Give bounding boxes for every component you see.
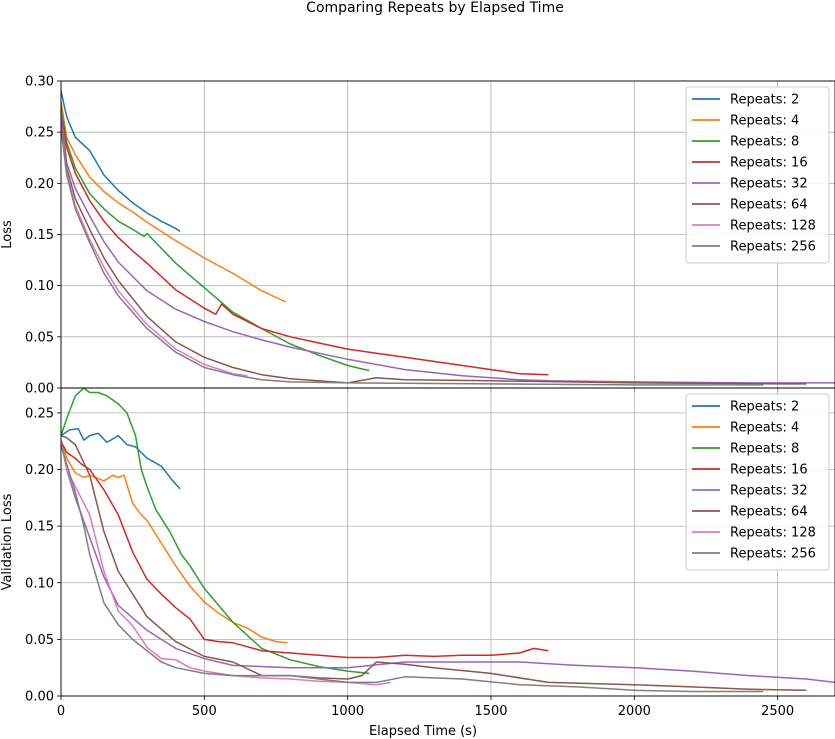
loss-y-tick-label: 0.10 bbox=[25, 279, 54, 294]
val-loss-x-tick-label: 0 bbox=[57, 704, 65, 719]
loss-legend-label: Repeats: 128 bbox=[730, 219, 816, 234]
loss-legend-box bbox=[685, 86, 830, 264]
val-loss-y-tick-label: 0.10 bbox=[25, 576, 54, 591]
loss-y-tick-label: 0.30 bbox=[25, 75, 54, 90]
val-loss-x-tick-label: 1000 bbox=[331, 704, 364, 719]
loss-series-line-256 bbox=[61, 126, 764, 386]
val-loss-x-tick-label: 500 bbox=[192, 704, 217, 719]
val-loss-x-axis-label: Elapsed Time (s) bbox=[369, 724, 477, 739]
loss-series-line-128 bbox=[61, 126, 248, 377]
loss-y-tick-label: 0.05 bbox=[25, 330, 54, 345]
val-loss-series-line-128 bbox=[61, 441, 391, 686]
val-loss-legend-label: Repeats: 32 bbox=[730, 484, 808, 499]
loss-y-tick-label: 0.20 bbox=[25, 177, 54, 192]
loss-y-tick-label: 0.00 bbox=[25, 382, 54, 397]
val-loss-series bbox=[61, 388, 835, 693]
loss-series-line-64 bbox=[61, 121, 807, 385]
val-loss-y-tick-label: 0.20 bbox=[25, 463, 54, 478]
loss-series-line-4 bbox=[61, 101, 287, 303]
val-loss-series-line-32 bbox=[61, 441, 835, 684]
loss-legend: Repeats: 2 Repeats: 4 Repeats: 8 Repeats: 1… bbox=[685, 86, 830, 264]
val-loss-legend-label: Repeats: 128 bbox=[730, 526, 816, 541]
loss-legend-label: Repeats: 2 bbox=[730, 93, 799, 108]
val-loss-y-axis-label: Validation Loss bbox=[0, 493, 15, 590]
val-loss-x-tick-label: 2500 bbox=[761, 704, 794, 719]
val-loss-legend-label: Repeats: 8 bbox=[730, 442, 799, 457]
val-loss-series-line-2 bbox=[61, 428, 181, 490]
val-loss-series-line-8 bbox=[61, 388, 370, 675]
val-loss-series-line-4 bbox=[61, 439, 288, 644]
loss-legend-label: Repeats: 32 bbox=[730, 177, 808, 192]
loss-y-tick-label: 0.15 bbox=[25, 228, 54, 243]
val-loss-y-tick-label: 0.25 bbox=[25, 406, 54, 421]
val-loss-legend-box bbox=[685, 393, 830, 571]
loss-legend-label: Repeats: 256 bbox=[730, 240, 816, 255]
loss-legend-label: Repeats: 64 bbox=[730, 198, 808, 213]
val-loss-axes-frame bbox=[60, 387, 835, 697]
val-loss-y-tick-label: 0.00 bbox=[25, 690, 54, 705]
chart-title: Comparing Repeats by Elapsed Time bbox=[306, 0, 564, 16]
val-loss-legend-label: Repeats: 256 bbox=[730, 547, 816, 562]
validation-loss-panel: 0.00 0.05 0.10 0.15 0.20 0.25 0 500 1000 1500 2000… bbox=[0, 387, 835, 739]
loss-legend-label: Repeats: 16 bbox=[730, 156, 808, 171]
val-loss-x-tick-label: 1500 bbox=[474, 704, 507, 719]
loss-legend-label: Repeats: 8 bbox=[730, 135, 799, 150]
val-loss-y-tick-label: 0.15 bbox=[25, 520, 54, 535]
loss-y-axis-label: Loss bbox=[0, 220, 15, 249]
val-loss-legend: Repeats: 2 Repeats: 4 Repeats: 8 Repeats: 1… bbox=[685, 393, 830, 571]
loss-series bbox=[61, 91, 835, 386]
loss-series-line-2 bbox=[61, 91, 181, 233]
loss-legend-label: Repeats: 4 bbox=[730, 114, 799, 129]
val-loss-x-tick-label: 2000 bbox=[618, 704, 651, 719]
val-loss-series-line-16 bbox=[61, 440, 549, 659]
val-loss-legend-label: Repeats: 16 bbox=[730, 463, 808, 478]
loss-panel: 0.00 0.05 0.10 0.15 0.20 0.25 0.30 Loss Repeats:… bbox=[0, 75, 835, 397]
loss-series-line-16 bbox=[61, 111, 549, 376]
loss-series-line-8 bbox=[61, 106, 370, 372]
val-loss-legend-label: Repeats: 4 bbox=[730, 421, 799, 436]
val-loss-legend-label: Repeats: 2 bbox=[730, 400, 799, 415]
val-loss-series-line-256 bbox=[61, 444, 764, 693]
loss-y-tick-label: 0.25 bbox=[25, 126, 54, 141]
loss-series-line-32 bbox=[61, 111, 835, 384]
val-loss-legend-label: Repeats: 64 bbox=[730, 505, 808, 520]
val-loss-y-tick-label: 0.05 bbox=[25, 633, 54, 648]
